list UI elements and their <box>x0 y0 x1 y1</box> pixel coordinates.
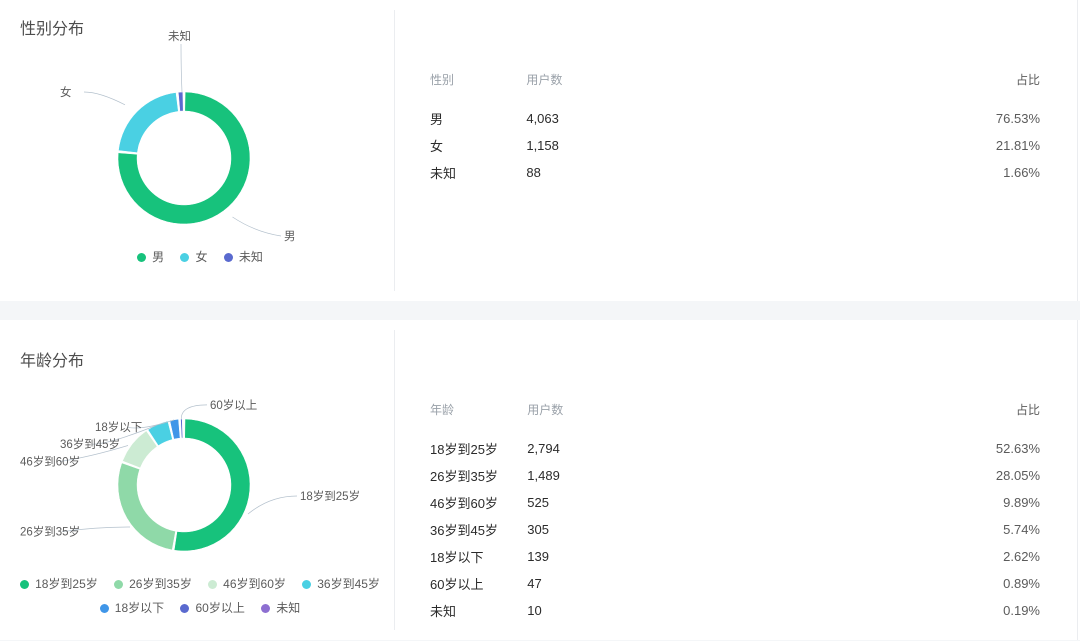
svg-text:46岁到60岁: 46岁到60岁 <box>20 455 80 469</box>
svg-text:女: 女 <box>60 85 72 99</box>
svg-text:男: 男 <box>284 231 296 243</box>
svg-text:18岁以下: 18岁以下 <box>95 420 142 434</box>
svg-text:36岁到45岁: 36岁到45岁 <box>60 437 120 451</box>
svg-text:26岁到35岁: 26岁到35岁 <box>20 525 80 539</box>
svg-text:未知: 未知 <box>168 29 191 43</box>
svg-text:60岁以上: 60岁以上 <box>210 398 257 412</box>
svg-text:18岁到25岁: 18岁到25岁 <box>300 489 360 503</box>
